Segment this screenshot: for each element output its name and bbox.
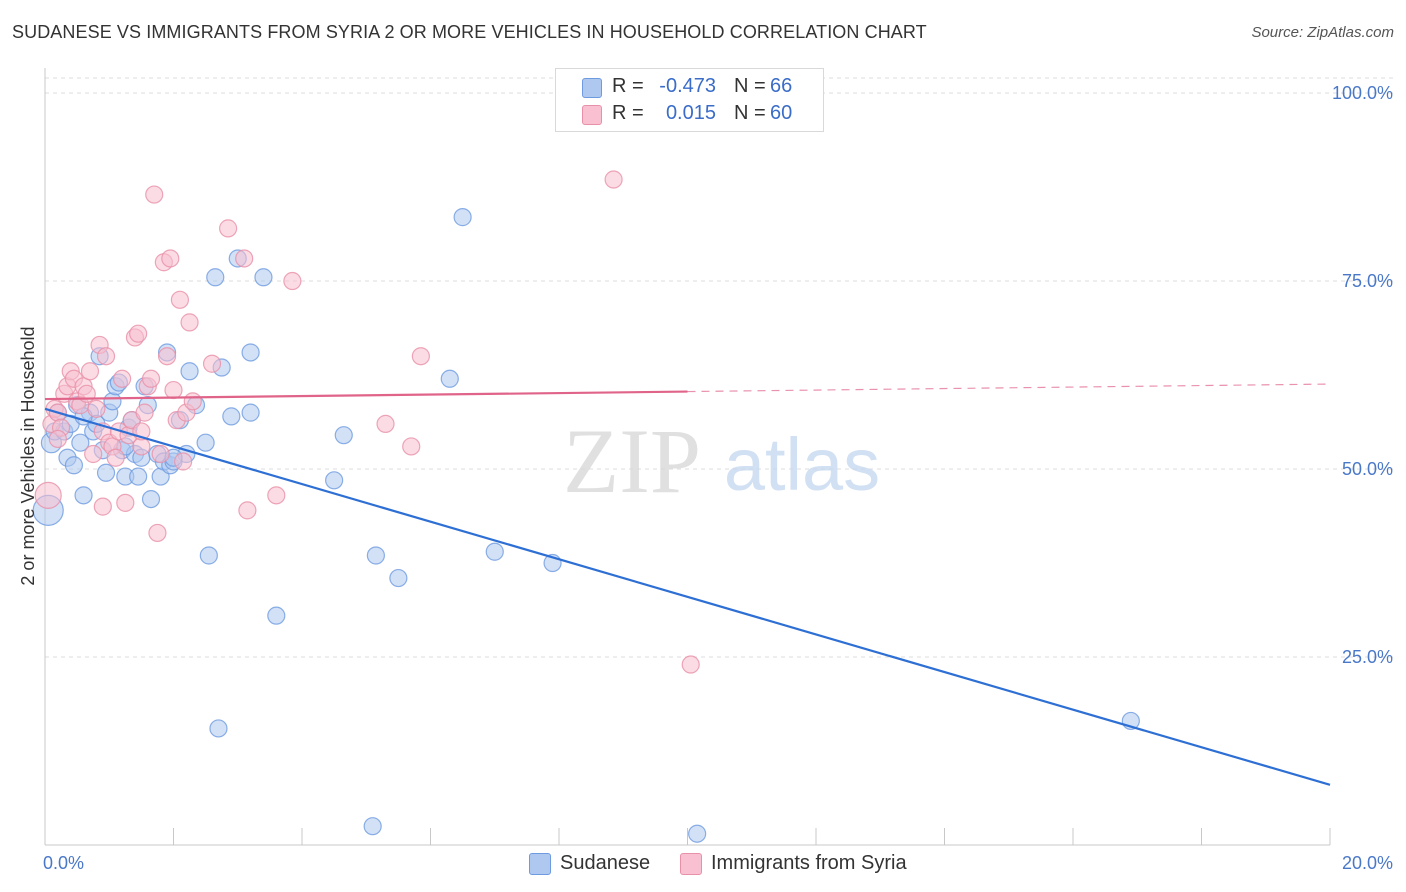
sudanese-point — [209, 719, 228, 738]
sudanese-point — [199, 546, 218, 565]
syria-point — [112, 369, 132, 388]
chart-title: SUDANESE VS IMMIGRANTS FROM SYRIA 2 OR M… — [12, 22, 927, 42]
y-axis-label: 2 or more Vehicles in Household — [18, 326, 38, 585]
syria-point — [183, 392, 202, 411]
sudanese-point — [141, 489, 161, 509]
sudanese-point — [334, 426, 353, 445]
tick-labels: 25.0% 50.0% 75.0% 100.0% 0.0% 20.0% — [43, 83, 1393, 873]
syria-point — [80, 362, 100, 381]
y-tick-label: 50.0% — [1342, 459, 1393, 479]
syria-point — [116, 493, 135, 512]
x-tick-label: 0.0% — [43, 853, 84, 873]
legend-r-label: R = — [612, 102, 644, 124]
syria-point — [34, 481, 62, 509]
syria-point — [87, 399, 106, 418]
syria-point — [219, 219, 238, 238]
sudanese-point — [222, 407, 241, 426]
legend-r-label: R = — [612, 75, 644, 97]
legend-n-value: 66 — [770, 75, 793, 97]
sudanese-point — [485, 542, 504, 561]
syria-point — [376, 414, 395, 434]
syria-point — [151, 444, 170, 464]
syria-point — [170, 290, 190, 309]
y-tick-label: 25.0% — [1342, 647, 1393, 667]
data-points — [32, 170, 1140, 843]
syria-point — [180, 313, 199, 332]
syria-point — [77, 384, 96, 403]
legend-n-label: N = — [734, 102, 766, 124]
sudanese-point — [71, 433, 90, 452]
syria-point — [283, 271, 302, 291]
syria-point — [48, 429, 67, 449]
syria-point — [604, 170, 623, 189]
legend-swatch-syria — [680, 853, 702, 875]
syria-trend-line-extension — [687, 383, 1331, 393]
sudanese-point — [206, 268, 225, 287]
sudanese-point — [129, 467, 148, 486]
sudanese-point — [688, 824, 707, 843]
syria-point — [402, 437, 421, 456]
sudanese-point — [196, 433, 215, 452]
sudanese-point — [180, 362, 199, 381]
syria-point — [84, 444, 103, 464]
legend-n-label: N = — [734, 75, 766, 97]
syria-point — [93, 497, 112, 516]
legend-label-syria: Immigrants from Syria — [711, 852, 907, 874]
legend-r-value: -0.473 — [659, 75, 716, 97]
legend-r-value: 0.015 — [665, 102, 716, 124]
source-label: Source: ZipAtlas.com — [1251, 24, 1394, 41]
sudanese-point — [363, 817, 382, 836]
legend-n-value: 60 — [770, 102, 793, 124]
sudanese-point — [96, 463, 116, 482]
sudanese-point — [267, 606, 286, 625]
sudanese-point — [366, 546, 385, 565]
sudanese-trend-line — [44, 407, 1331, 786]
syria-point — [411, 347, 430, 366]
syria-point — [141, 369, 161, 388]
syria-point — [238, 501, 257, 520]
syria-point — [135, 403, 154, 422]
syria-point — [157, 347, 177, 366]
watermark-zip: ZIP — [563, 410, 701, 512]
correlation-legend: R = -0.473 N = 66 R = 0.015 N = 60 — [555, 68, 824, 132]
syria-point — [681, 655, 700, 674]
sudanese-point — [241, 403, 260, 422]
syria-point — [145, 185, 164, 204]
sudanese-point — [74, 486, 93, 505]
syria-point — [202, 354, 222, 373]
axes — [44, 68, 1331, 846]
y-tick-label: 100.0% — [1332, 83, 1393, 103]
legend-label-sudanese: Sudanese — [560, 852, 651, 874]
sudanese-point — [325, 471, 344, 490]
sudanese-point — [103, 392, 122, 411]
sudanese-point — [254, 268, 273, 287]
sudanese-point — [241, 343, 260, 362]
sudanese-point — [453, 208, 472, 227]
sudanese-point — [389, 568, 408, 588]
syria-point — [161, 249, 180, 268]
syria-trend-line — [44, 390, 688, 401]
legend-swatch-syria — [582, 105, 602, 125]
trend-lines — [44, 383, 1331, 786]
sudanese-point — [440, 369, 459, 388]
syria-point — [129, 324, 148, 343]
legend-swatch-sudanese — [582, 78, 602, 98]
legend-swatch-sudanese — [529, 853, 551, 875]
syria-point — [267, 486, 286, 505]
syria-point — [174, 452, 193, 471]
grid-lines — [45, 77, 1393, 658]
series-legend: Sudanese Immigrants from Syria — [0, 852, 1406, 878]
syria-point — [106, 448, 125, 467]
syria-point — [164, 380, 183, 400]
syria-point — [148, 523, 167, 543]
y-tick-label: 75.0% — [1342, 271, 1393, 291]
syria-point — [235, 249, 254, 268]
syria-point — [96, 347, 116, 366]
watermark-atlas: atlas — [724, 423, 880, 506]
sudanese-point — [64, 456, 84, 475]
x-tick-label: 20.0% — [1342, 853, 1393, 873]
